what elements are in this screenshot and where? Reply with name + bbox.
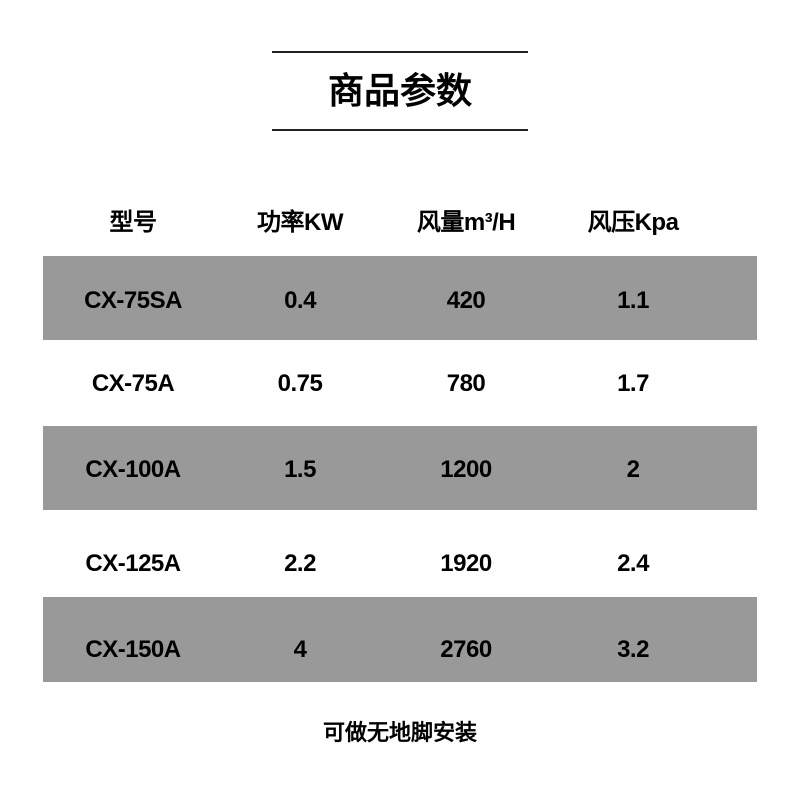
table-row: CX-75SA 0.4 420 1.1	[43, 256, 757, 340]
table-cell: 780	[446, 370, 486, 397]
title-top-rule	[272, 51, 528, 53]
table-cell: 2760	[440, 636, 492, 663]
table-cell: 0.75	[277, 370, 323, 397]
table-cell: CX-75A	[91, 370, 175, 397]
table-cell: 1.1	[617, 287, 649, 314]
table-cell: 4	[293, 636, 307, 663]
table-cell: 1920	[440, 550, 492, 577]
table-cell: 1.5	[284, 456, 316, 483]
footer-note: 可做无地脚安装	[322, 720, 477, 745]
table-cell: 型号	[109, 209, 158, 236]
table-cell: 3.2	[617, 636, 649, 663]
table-cell: 风压Kpa	[587, 209, 679, 236]
table-cell: 功率KW	[257, 209, 343, 236]
table-cell: CX-100A	[85, 456, 181, 483]
table-cell: CX-150A	[85, 636, 181, 663]
table-cell: 0.4	[284, 287, 316, 314]
table-cell: CX-75SA	[84, 287, 182, 314]
table-row: CX-100A 1.5 1200 2	[43, 426, 757, 510]
table-cell: 2	[626, 456, 640, 483]
table-row: CX-75A 0.75 780 1.7	[43, 340, 757, 426]
table-cell: 1200	[440, 456, 492, 483]
table-cell: 2.4	[617, 550, 649, 577]
table-row: CX-125A 2.2 1920 2.4	[43, 510, 757, 597]
table-cell: 1.7	[617, 370, 649, 397]
table-cell: CX-125A	[85, 550, 181, 577]
table-cell: 420	[446, 287, 486, 314]
title-bottom-rule	[272, 129, 528, 131]
table-cell: 2.2	[284, 550, 316, 577]
table-row: CX-150A 4 2760 3.2	[43, 597, 757, 682]
table-header-row: 型号 功率KW 风量m³/H 风压Kpa	[43, 196, 757, 240]
table-cell: 风量m³/H	[416, 209, 516, 236]
page-title: 商品参数	[327, 70, 472, 111]
